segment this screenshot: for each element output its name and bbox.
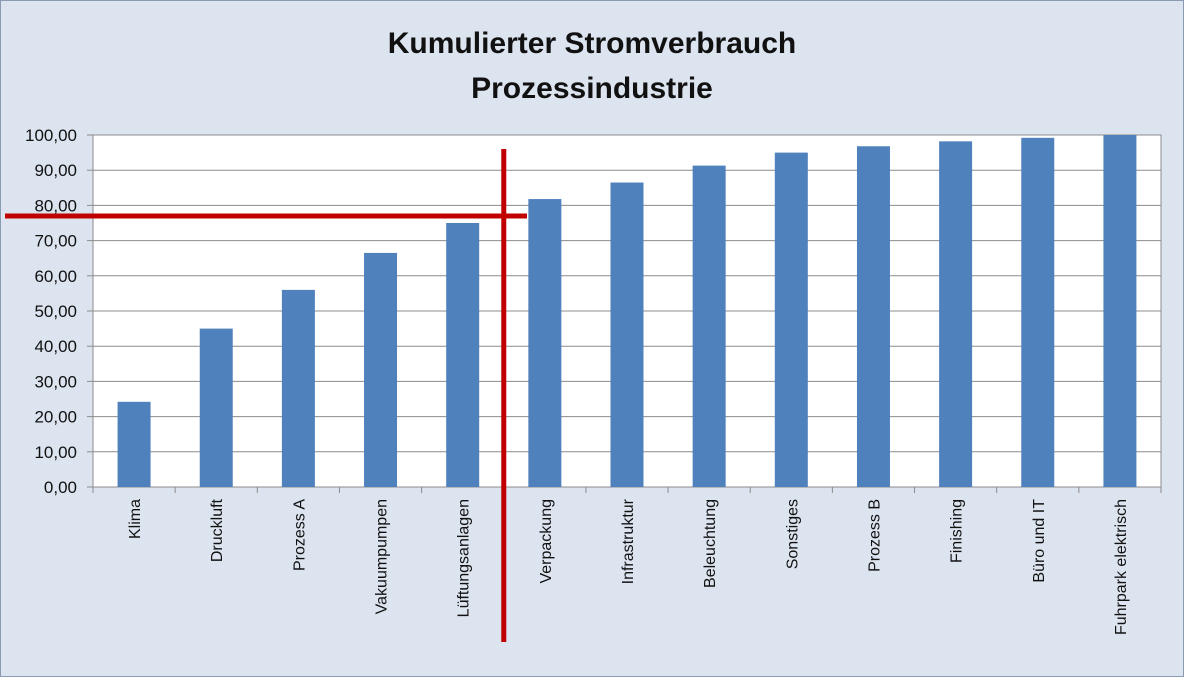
x-tick-label: Klima [127, 499, 144, 539]
bar [1103, 135, 1137, 487]
chart-title-line-1: Kumulierter Stromverbrauch [388, 27, 796, 60]
y-tick-label: 60,00 [34, 267, 77, 286]
x-tick-label: Druckluft [209, 498, 226, 562]
x-tick-label: Finishing [949, 499, 966, 563]
y-tick-label: 10,00 [34, 443, 77, 462]
bar [199, 328, 233, 487]
bar [939, 141, 973, 487]
chart-title-line-2: Prozessindustrie [471, 72, 713, 105]
x-tick-label: Vakuumpumpen [374, 499, 391, 614]
y-tick-label: 50,00 [34, 302, 77, 321]
x-tick-label: Sonstiges [784, 499, 801, 569]
y-tick-label: 40,00 [34, 337, 77, 356]
bar [117, 401, 151, 487]
x-tick-label: Prozess A [291, 499, 308, 571]
bar [610, 182, 644, 487]
y-tick-label: 90,00 [34, 161, 77, 180]
x-axis-ticks: Klima Druckluft Prozess A Vakuumpumpen Lüftu… [92, 487, 1162, 635]
x-tick-label: Lüftungsanlagen [456, 499, 473, 617]
bars [117, 135, 1137, 488]
bar [528, 199, 562, 487]
y-axis-ticks: 0,00 10,00 20,00 30,00 40,00 50,00 60,00 70,00 8… [25, 126, 93, 497]
x-tick-label: Fuhrpark elektrisch [1113, 499, 1130, 635]
y-tick-label: 80,00 [34, 196, 77, 215]
y-tick-label: 0,00 [44, 478, 77, 497]
x-tick-label: Prozess B [866, 499, 883, 572]
y-tick-label: 20,00 [34, 408, 77, 427]
x-tick-label: Verpackung [538, 499, 555, 584]
bar [856, 146, 890, 487]
y-tick-label: 70,00 [34, 232, 77, 251]
annotations [5, 149, 527, 642]
x-tick-label: Infrastruktur [620, 498, 637, 584]
y-tick-label: 100,00 [25, 126, 77, 145]
x-tick-label: Büro und IT [1031, 499, 1048, 583]
x-tick-label: Beleuchtung [702, 499, 719, 588]
bar [281, 289, 315, 487]
bar [774, 152, 808, 487]
bar [692, 165, 726, 487]
y-tick-label: 30,00 [34, 372, 77, 391]
bar [1021, 137, 1055, 488]
bar [364, 252, 398, 487]
bar [446, 223, 480, 487]
